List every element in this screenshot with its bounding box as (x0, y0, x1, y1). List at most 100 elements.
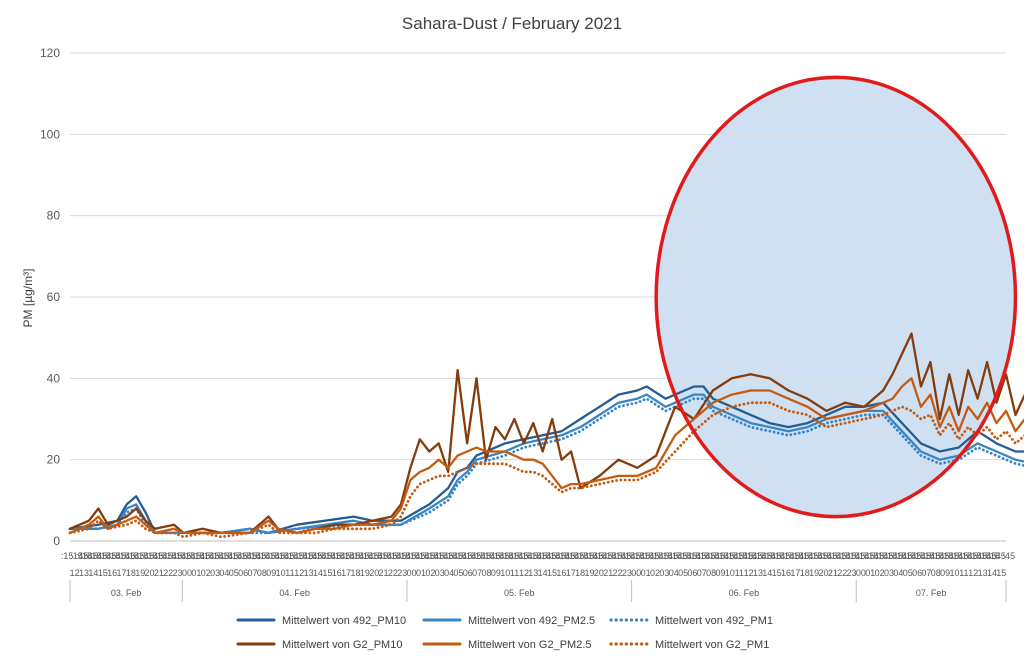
x-tick-hour-label: 18 (126, 568, 136, 578)
x-tick-minute-label: :15 :45 (641, 551, 669, 561)
x-tick-hour-label: 21 (603, 568, 613, 578)
x-tick-minute-label: :15 :45 (145, 551, 173, 561)
x-tick-hour-label: 18 (350, 568, 360, 578)
chart-title: Sahara-Dust / February 2021 (402, 14, 622, 33)
x-tick-hour-label: 09 (491, 568, 501, 578)
x-tick-hour-label: 20 (369, 568, 379, 578)
x-tick-hour-label: 02 (425, 568, 435, 578)
x-tick-hour-label: 08 (257, 568, 267, 578)
x-tick-hour-label: 00 (182, 568, 192, 578)
x-tick-hour-label: 22 (613, 568, 623, 578)
x-tick-hour-label: 14 (538, 568, 548, 578)
x-tick-hour-label: 07 (472, 568, 482, 578)
x-tick-hour-label: 03 (884, 568, 894, 578)
x-tick-minute-label: :15 :45 (604, 551, 632, 561)
x-tick-minute-label: :15 :45 (716, 551, 744, 561)
x-tick-minute-label: :15 :45 (389, 551, 417, 561)
y-axis-label: PM [µg/m³] (21, 269, 35, 328)
x-tick-hour-label: 13 (978, 568, 988, 578)
x-tick-hour-label: 11 (959, 568, 968, 578)
x-tick-hour-label: 22 (837, 568, 847, 578)
x-tick-minute-label: :15 :45 (323, 551, 351, 561)
x-tick-hour-label: 20 (594, 568, 604, 578)
x-tick-hour-label: 10 (500, 568, 510, 578)
x-tick-minute-label: :15 :45 (342, 551, 370, 561)
x-tick-minute-label: :15 :45 (276, 551, 304, 561)
x-tick-hour-label: 00 (856, 568, 866, 578)
x-tick-hour-label: 23 (397, 568, 407, 578)
x-tick-hour-label: 12 (744, 568, 754, 578)
x-tick-hour-label: 15 (547, 568, 557, 578)
x-tick-hour-label: 06 (463, 568, 473, 578)
series-line-5 (68, 401, 1024, 539)
x-tick-hour-label: 21 (828, 568, 838, 578)
x-tick-hour-label: 04 (669, 568, 679, 578)
legend-label-2: Mittelwert von 492_PM1 (655, 615, 773, 627)
x-tick-hour-label: 07 (248, 568, 258, 578)
x-tick-minute-label: :15 :45 (744, 551, 772, 561)
x-tick-minute-label: :15 :45 (80, 551, 108, 561)
x-tick-hour-label: 12 (294, 568, 304, 578)
legend-label-5: Mittelwert von G2_PM1 (655, 639, 769, 651)
x-tick-hour-label: 11 (735, 568, 744, 578)
x-tick-minute-label: :15 :45 (360, 551, 388, 561)
x-tick-hour-label: 12 (968, 568, 978, 578)
x-tick-minute-label: :15 :45 (407, 551, 435, 561)
x-tick-hour-label: 15 (98, 568, 108, 578)
x-day-label: 05. Feb (504, 588, 535, 598)
x-tick-minute-label: :15 :45 (491, 551, 519, 561)
series-line-1 (68, 393, 1024, 535)
x-tick-hour-label: 04 (444, 568, 454, 578)
x-tick-hour-label: 17 (341, 568, 351, 578)
x-tick-minute-label: :15 :45 (286, 551, 314, 561)
x-tick-hour-label: 04 (219, 568, 229, 578)
x-tick-minute-label: :15 :45 (988, 551, 1016, 561)
y-tick-label: 0 (53, 534, 60, 548)
x-tick-minute-label: :15 :45 (875, 551, 903, 561)
x-tick-minute-label: :15 :45 (651, 551, 679, 561)
x-tick-minute-label: :15 :45 (445, 551, 473, 561)
x-tick-minute-label: :15 :45 (913, 551, 941, 561)
x-tick-hour-label: 07 (697, 568, 707, 578)
x-tick-minute-label: :15 :45 (969, 551, 997, 561)
x-tick-minute-label: :15 :45 (594, 551, 622, 561)
y-tick-label: 100 (40, 127, 60, 141)
x-tick-minute-label: :15 :45 (136, 551, 164, 561)
x-tick-minute-label: :15 :45 (660, 551, 688, 561)
x-tick-minute-label: :15 :45 (248, 551, 276, 561)
x-tick-minute-label: :15 :45 (295, 551, 323, 561)
x-tick-hour-label: 15 (996, 568, 1006, 578)
x-tick-hour-label: 01 (191, 568, 201, 578)
x-tick-minute-label: :15 :45 (229, 551, 257, 561)
x-tick-minute-label: :15 :45 (463, 551, 491, 561)
x-day-label: 07. Feb (916, 588, 947, 598)
x-tick-minute-label: :15 :45 (725, 551, 753, 561)
x-tick-hour-label: 22 (163, 568, 173, 578)
x-tick-minute-label: :15 :45 (847, 551, 875, 561)
x-tick-minute-label: :15 :45 (426, 551, 454, 561)
x-tick-hour-label: 02 (650, 568, 660, 578)
x-tick-minute-label: :15 :45 (950, 551, 978, 561)
x-tick-minute-label: :15 :45 (183, 551, 211, 561)
x-tick-minute-label: :15 :45 (941, 551, 969, 561)
legend: Mittelwert von 492_PM10 Mittelwert von 49… (236, 615, 773, 651)
x-tick-minute-label: :15 :45 (126, 551, 154, 561)
x-tick-minute-label: :15 :45 (819, 551, 847, 561)
x-tick-hour-label: 21 (379, 568, 389, 578)
x-tick-minute-label: :15 :45 (679, 551, 707, 561)
highlight-region-outline (654, 75, 1018, 519)
x-tick-hour-label: 06 (912, 568, 922, 578)
x-tick-hour-label: 13 (753, 568, 763, 578)
series-line-2 (68, 397, 1024, 535)
x-tick-minute-label: :15 :45 (576, 551, 604, 561)
x-tick-minute-label: :15 :45 (108, 551, 136, 561)
x-tick-minute-label: :15 :45 (155, 551, 183, 561)
x-tick-minute-label: :15 :45 (613, 551, 641, 561)
x-tick-hour-label: 13 (304, 568, 314, 578)
series-line-0 (68, 385, 1024, 535)
x-tick-hour-label: 21 (154, 568, 164, 578)
x-tick-hour-label: 19 (360, 568, 370, 578)
